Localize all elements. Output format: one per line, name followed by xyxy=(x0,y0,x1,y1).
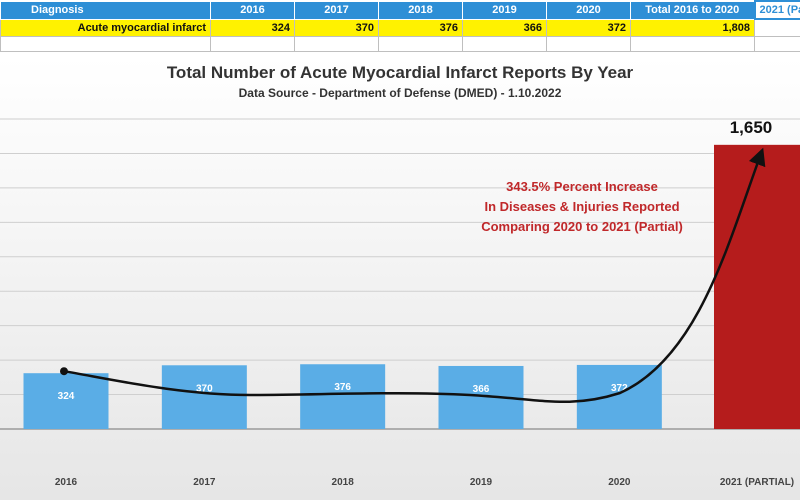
tick-label: 2016 xyxy=(55,477,78,488)
table-header-row: Diagnosis 2016 2017 2018 2019 2020 Total… xyxy=(0,0,800,20)
chart-subtitle: Data Source - Department of Defense (DME… xyxy=(238,86,562,100)
empty-cell xyxy=(378,36,463,52)
data-label: 1,650 xyxy=(730,118,773,137)
bar-2018 xyxy=(300,364,386,429)
header-2019: 2019 xyxy=(462,0,547,20)
empty-cell xyxy=(0,36,211,52)
labels-group: 324 2016 370 2017 376 2018 366 2019 372 2020 1,650… xyxy=(55,118,794,488)
header-2020: 2020 xyxy=(546,0,631,20)
header-2016: 2016 xyxy=(210,0,295,20)
header-diagnosis: Diagnosis xyxy=(0,0,211,20)
header-total: Total 2016 to 2020 xyxy=(630,0,755,20)
header-2021: 2021 (Pa xyxy=(753,0,800,20)
empty-cell xyxy=(754,36,800,52)
cell-2019: 366 xyxy=(462,18,547,37)
empty-cell xyxy=(630,36,755,52)
empty-cell xyxy=(210,36,295,52)
annotation-line-3: Comparing 2020 to 2021 (Partial) xyxy=(481,219,683,234)
trend-start-dot xyxy=(60,367,68,376)
bar-2016 xyxy=(23,373,109,429)
data-label: 324 xyxy=(58,391,75,402)
cell-diagnosis: Acute myocardial infarct xyxy=(0,18,211,37)
cell-2017: 370 xyxy=(294,18,379,37)
header-2017: 2017 xyxy=(294,0,379,20)
tick-label: 2017 xyxy=(193,477,216,488)
tick-label: 2018 xyxy=(332,477,355,488)
tick-label: 2020 xyxy=(608,477,631,488)
bars-group xyxy=(23,144,800,429)
data-label: 376 xyxy=(334,382,351,393)
chart-area: 324 2016 370 2017 376 2018 366 2019 372 2020 1,650… xyxy=(0,57,800,500)
chart-title: Total Number of Acute Myocardial Infarct… xyxy=(166,63,634,82)
data-label: 372 xyxy=(611,383,628,394)
data-label: 366 xyxy=(473,384,490,395)
data-label: 370 xyxy=(196,383,213,394)
trend-arrow xyxy=(63,147,766,403)
increase-annotation: 343.5% Percent Increase In Diseases & In… xyxy=(462,177,702,237)
cell-2021 xyxy=(754,18,800,37)
bar-2017 xyxy=(161,365,247,429)
annotation-line-2: In Diseases & Injuries Reported xyxy=(484,199,680,214)
gridlines xyxy=(0,118,800,430)
table-row: Acute myocardial infarct 324 370 376 366… xyxy=(0,18,800,37)
cell-2018: 376 xyxy=(378,18,463,37)
table-empty-row xyxy=(0,36,800,52)
empty-cell xyxy=(546,36,631,52)
cell-2016: 324 xyxy=(210,18,295,37)
tick-label: 2019 xyxy=(470,477,493,488)
cell-total: 1,808 xyxy=(630,18,755,37)
bar-2021-partial- xyxy=(714,144,800,429)
empty-cell xyxy=(462,36,547,52)
chart-background xyxy=(0,57,800,500)
annotation-line-1: 343.5% Percent Increase xyxy=(506,179,658,194)
header-2018: 2018 xyxy=(378,0,463,20)
tick-label: 2021 (PARTIAL) xyxy=(720,477,794,488)
empty-cell xyxy=(294,36,379,52)
data-table: Diagnosis 2016 2017 2018 2019 2020 Total… xyxy=(0,0,800,52)
spreadsheet-strip: Diagnosis 2016 2017 2018 2019 2020 Total… xyxy=(0,0,800,56)
cell-2020: 372 xyxy=(546,18,631,37)
bar-chart: 324 2016 370 2017 376 2018 366 2019 372 2020 1,650… xyxy=(0,57,800,500)
